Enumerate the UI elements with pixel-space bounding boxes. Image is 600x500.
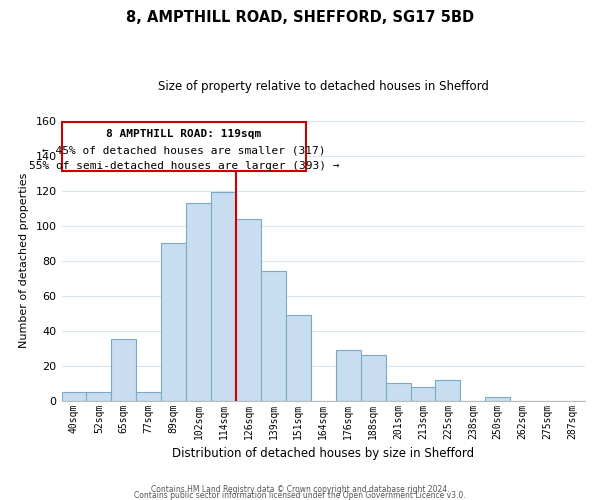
Y-axis label: Number of detached properties: Number of detached properties xyxy=(19,173,29,348)
Bar xyxy=(386,383,410,400)
Text: 8, AMPTHILL ROAD, SHEFFORD, SG17 5BD: 8, AMPTHILL ROAD, SHEFFORD, SG17 5BD xyxy=(126,10,474,25)
Bar xyxy=(62,392,86,400)
Text: Contains public sector information licensed under the Open Government Licence v3: Contains public sector information licen… xyxy=(134,491,466,500)
Text: 55% of semi-detached houses are larger (393) →: 55% of semi-detached houses are larger (… xyxy=(29,161,339,171)
Bar xyxy=(186,203,211,400)
Bar xyxy=(286,315,311,400)
Bar xyxy=(161,243,186,400)
Bar xyxy=(410,386,436,400)
Bar xyxy=(86,392,112,400)
Bar xyxy=(136,392,161,400)
Title: Size of property relative to detached houses in Shefford: Size of property relative to detached ho… xyxy=(158,80,489,93)
Bar xyxy=(436,380,460,400)
Bar xyxy=(336,350,361,401)
Bar xyxy=(485,397,510,400)
Text: ← 45% of detached houses are smaller (317): ← 45% of detached houses are smaller (31… xyxy=(42,145,326,155)
Bar xyxy=(361,355,386,401)
Text: Contains HM Land Registry data © Crown copyright and database right 2024.: Contains HM Land Registry data © Crown c… xyxy=(151,485,449,494)
Text: 8 AMPTHILL ROAD: 119sqm: 8 AMPTHILL ROAD: 119sqm xyxy=(106,130,262,140)
Bar xyxy=(261,271,286,400)
Bar xyxy=(236,218,261,400)
Bar xyxy=(112,340,136,400)
FancyBboxPatch shape xyxy=(62,122,306,172)
Bar xyxy=(211,192,236,400)
X-axis label: Distribution of detached houses by size in Shefford: Distribution of detached houses by size … xyxy=(172,447,475,460)
